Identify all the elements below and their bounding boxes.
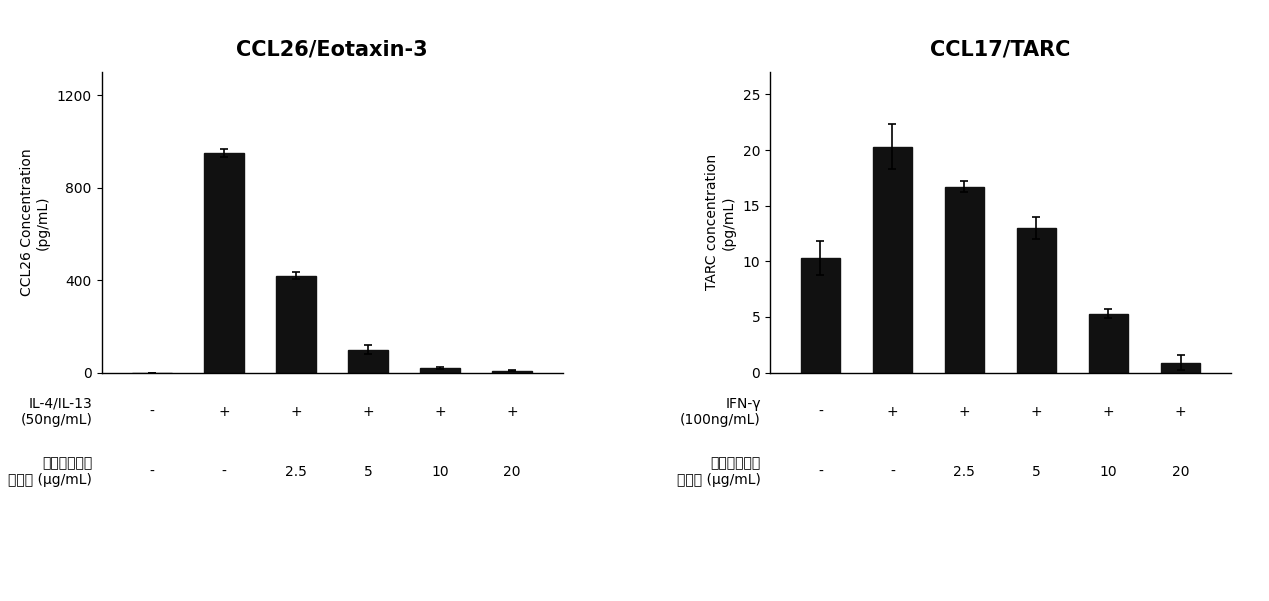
- Text: 10: 10: [1100, 465, 1117, 479]
- Text: 2.5: 2.5: [286, 465, 307, 479]
- Text: -: -: [890, 465, 895, 479]
- Bar: [1089, 314, 1128, 373]
- Text: -: -: [150, 465, 155, 479]
- Text: +: +: [1030, 404, 1042, 419]
- Text: +: +: [1103, 404, 1114, 419]
- Text: +: +: [1175, 404, 1187, 419]
- Text: +: +: [506, 404, 518, 419]
- Bar: [1016, 228, 1056, 373]
- Text: IFN-γ
(100ng/mL): IFN-γ (100ng/mL): [680, 397, 760, 427]
- Text: 말체나무줄기
추출물 (μg/mL): 말체나무줄기 추출물 (μg/mL): [676, 457, 760, 487]
- Text: +: +: [958, 404, 971, 419]
- Y-axis label: TARC concentration
(pg/mL): TARC concentration (pg/mL): [706, 154, 736, 290]
- Text: +: +: [434, 404, 445, 419]
- Text: -: -: [222, 465, 226, 479]
- Text: +: +: [291, 404, 302, 419]
- Text: 5: 5: [1032, 465, 1041, 479]
- Bar: [1161, 362, 1200, 373]
- Bar: [801, 258, 840, 373]
- Title: CCL26/Eotaxin-3: CCL26/Eotaxin-3: [236, 40, 428, 59]
- Title: CCL17/TARC: CCL17/TARC: [930, 40, 1071, 59]
- Bar: [944, 187, 985, 373]
- Text: 10: 10: [431, 465, 449, 479]
- Text: -: -: [819, 465, 822, 479]
- Text: +: +: [362, 404, 374, 419]
- Text: 20: 20: [1171, 465, 1189, 479]
- Bar: [492, 371, 532, 373]
- Text: +: +: [887, 404, 898, 419]
- Bar: [348, 350, 388, 373]
- Text: -: -: [150, 404, 155, 419]
- Text: -: -: [819, 404, 822, 419]
- Text: 2.5: 2.5: [953, 465, 976, 479]
- Text: 20: 20: [504, 465, 520, 479]
- Text: IL-4/IL-13
(50ng/mL): IL-4/IL-13 (50ng/mL): [20, 397, 93, 427]
- Bar: [873, 147, 912, 373]
- Bar: [277, 275, 316, 373]
- Text: 5: 5: [364, 465, 372, 479]
- Text: +: +: [218, 404, 230, 419]
- Bar: [420, 368, 459, 373]
- Text: 말체나무줄기
추출물 (μg/mL): 말체나무줄기 추출물 (μg/mL): [9, 457, 93, 487]
- Bar: [204, 153, 244, 373]
- Y-axis label: CCL26 Concentration
(pg/mL): CCL26 Concentration (pg/mL): [19, 148, 49, 296]
